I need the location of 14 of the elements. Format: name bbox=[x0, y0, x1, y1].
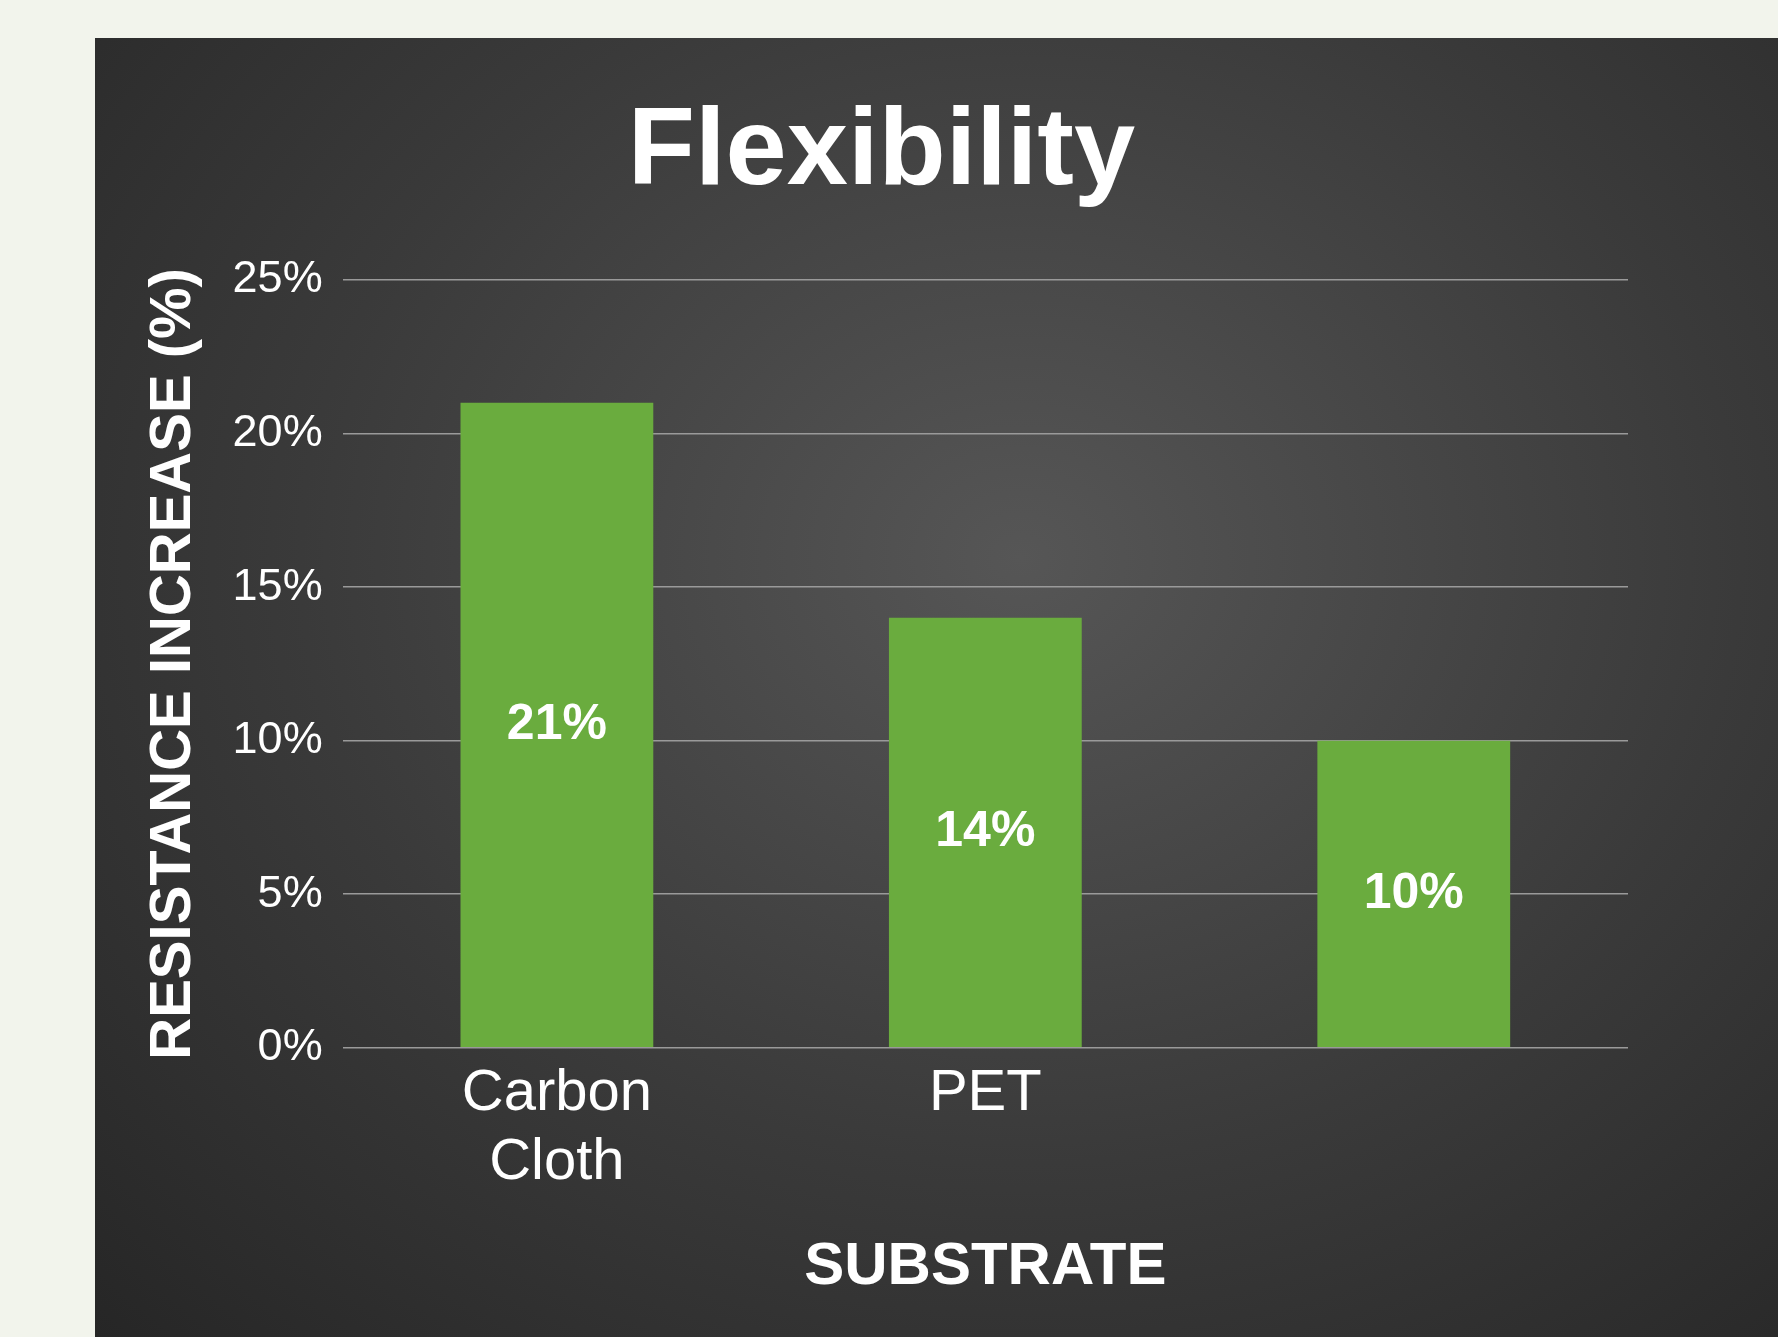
y-tick-label: 10% bbox=[232, 712, 323, 764]
y-tick-label: 15% bbox=[232, 558, 323, 610]
x-tick-label: Carbon Cloth bbox=[461, 1056, 653, 1192]
data-label: 10% bbox=[1363, 862, 1464, 919]
x-axis-title: SUBSTRATE bbox=[804, 1229, 1167, 1297]
x-tick-label: PET bbox=[928, 1056, 1042, 1122]
y-tick-label: 0% bbox=[257, 1019, 323, 1071]
y-tick-label: 5% bbox=[257, 865, 323, 917]
chart-title: Flexibility bbox=[627, 84, 1136, 208]
y-tick-label: 20% bbox=[232, 404, 323, 456]
y-tick-label: 25% bbox=[232, 251, 323, 303]
data-label: 14% bbox=[935, 801, 1036, 858]
data-label: 21% bbox=[506, 693, 607, 750]
y-axis-title: RESISTANCE INCREASE (%) bbox=[136, 268, 202, 1060]
